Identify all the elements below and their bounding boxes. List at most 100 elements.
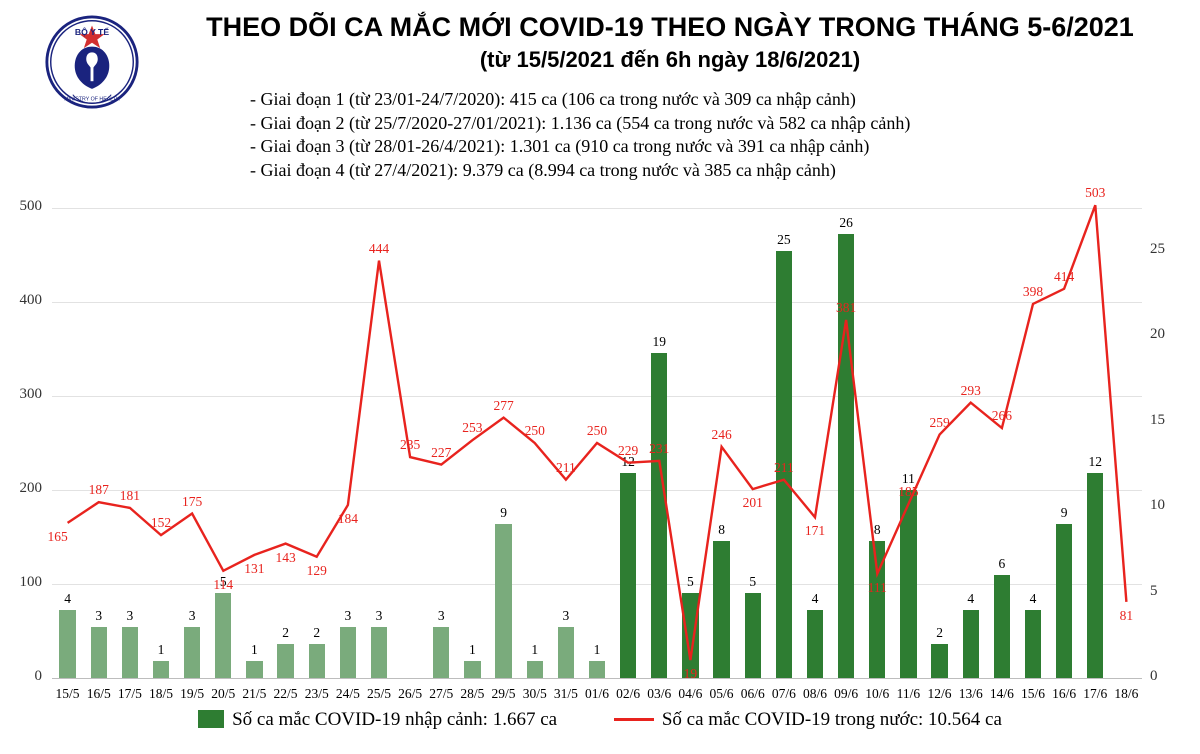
x-axis-line [52,678,1142,679]
x-axis-tick: 19/5 [180,686,205,701]
bar-11/6 [900,490,917,678]
phase-item-1: - Giai đoạn 1 (từ 23/01-24/7/2020): 415 … [250,89,856,109]
bar-value-label: 2 [936,624,943,640]
bar-22/5 [277,643,294,678]
legend-swatch-bar-icon [198,709,225,728]
bar-19/5 [184,626,201,678]
gridline [52,208,1142,209]
x-axis-tick: 11/6 [896,686,921,701]
line-value-label: 187 [88,482,109,498]
line-value-label: 175 [182,493,203,509]
y-axis-tick-left: 400 [19,292,43,308]
x-axis-tick: 17/6 [1083,686,1108,701]
x-axis-tick: 14/6 [989,686,1014,701]
bar-27/5 [433,626,450,678]
line-value-label: 266 [991,407,1012,423]
line-value-label: 444 [368,240,390,256]
covid-daily-cases-chart: 0 100 200 300 400 500 0 5 10 15 20 25 4 15/5 3 16/5 3 17/… [0,185,1200,701]
bar-value-label: 5 [749,573,757,589]
bar-15/5 [59,609,76,678]
x-axis-tick: 03/6 [647,686,672,701]
bar-25/5 [370,626,388,678]
x-axis-tick: 04/6 [678,686,703,701]
bar-value-label: 4 [811,590,819,606]
bar-16/6 [1056,524,1073,678]
y-axis-tick-right: 25 [1150,240,1165,257]
bar-value-label: 26 [839,214,853,230]
line-value-label: 227 [431,444,452,460]
bar-value-label: 3 [126,607,134,623]
bar-value-label: 8 [718,522,725,538]
legend-swatch-line-icon [613,717,654,721]
line-value-label: 503 [1085,185,1106,201]
line-value-label: 398 [1022,283,1044,299]
bar-value-label: 1 [531,641,539,657]
bar-value-label: 1 [251,641,258,657]
line-value-label: 165 [47,528,68,544]
x-axis-tick: 23/5 [304,686,329,701]
bar-10/6 [869,541,886,678]
y-axis-tick-left: 0 [34,668,43,684]
bar-17/6 [1087,472,1104,678]
line-value-label: 246 [711,426,732,442]
x-axis-tick: 26/5 [398,686,423,701]
x-axis-tick: 31/5 [553,686,578,701]
x-axis-tick: 02/6 [616,686,641,701]
legend-item-imported: Số ca mắc COVID-19 nhập cảnh: 1.667 ca [198,709,557,731]
line-value-label: 114 [213,576,234,592]
x-axis-tick: 16/6 [1052,686,1077,701]
bar-value-label: 2 [313,624,321,640]
x-axis-tick: 22/5 [273,686,298,701]
line-value-label: 81 [1119,607,1134,623]
bar-value-label: 6 [998,556,1006,572]
x-axis-tick: 15/6 [1020,686,1045,701]
x-axis-tick: 18/6 [1114,686,1139,701]
bar-value-label: 4 [64,590,71,606]
bar-16/5 [90,626,107,678]
line-value-label: 211 [773,459,794,475]
x-axis-tick: 10/6 [865,686,890,701]
bar-30/5 [526,660,543,678]
bar-06/6 [744,592,761,678]
chart-header: THEO DÕI CA MẮC MỚI COVID-19 THEO NGÀY T… [150,10,1190,73]
legend-label-domestic: Số ca mắc COVID-19 trong nước: 10.564 ca [661,708,1002,730]
x-axis-tick: 30/5 [522,686,547,701]
x-axis-tick: 24/5 [335,686,360,701]
bar-02/6 [620,472,637,678]
x-axis-tick: 17/5 [117,686,142,701]
line-value-label: 414 [1054,268,1075,284]
line-value-label: 185 [898,484,919,500]
y-axis-tick-left: 300 [19,386,43,402]
bar-value-label: 1 [157,641,165,657]
phase-summary-list: - Giai đoạn 1 (từ 23/01-24/7/2020): 415 … [250,88,1050,182]
bar-value-label: 3 [437,607,445,623]
bar-03/6 [651,353,668,678]
y-axis-tick-left: 200 [19,480,43,496]
line-value-label: 143 [275,549,296,565]
bar-value-label: 4 [1029,590,1037,606]
line-value-label: 152 [150,515,172,531]
y-axis-tick-right: 10 [1150,497,1165,514]
line-value-label: 381 [836,299,857,315]
y-axis-tick-right: 5 [1150,582,1158,599]
bar-value-label: 9 [500,505,507,521]
chart-legend: Số ca mắc COVID-19 nhập cảnh: 1.667 ca S… [0,708,1200,731]
x-axis-tick: 13/6 [958,686,983,701]
line-value-label: 131 [244,560,265,576]
phase-item-2: - Giai đoạn 2 (từ 25/7/2020-27/01/2021):… [250,112,911,133]
y-axis-tick-left: 500 [19,198,43,214]
phase-item-4: - Giai đoạn 4 (từ 27/4/2021): 9.379 ca (… [250,159,836,180]
bar-value-label: 1 [593,641,601,657]
x-axis-tick: 18/5 [148,686,173,701]
bo-y-te-logo: BỘ Y TẾ MINISTRY OF HEALTH [44,14,140,110]
line-value-label: 253 [462,420,483,436]
phase-item-3: - Giai đoạn 3 (từ 28/01-26/4/2021): 1.30… [250,136,870,156]
x-axis-tick: 01/6 [584,686,609,701]
x-axis-tick: 20/5 [211,686,236,701]
bar-31/5 [557,626,574,678]
y-axis-tick-right: 0 [1150,668,1158,684]
x-axis-tick: 16/5 [86,686,111,701]
gridline [52,490,1142,491]
x-axis-tick: 27/5 [429,686,454,701]
bar-23/5 [308,643,325,678]
